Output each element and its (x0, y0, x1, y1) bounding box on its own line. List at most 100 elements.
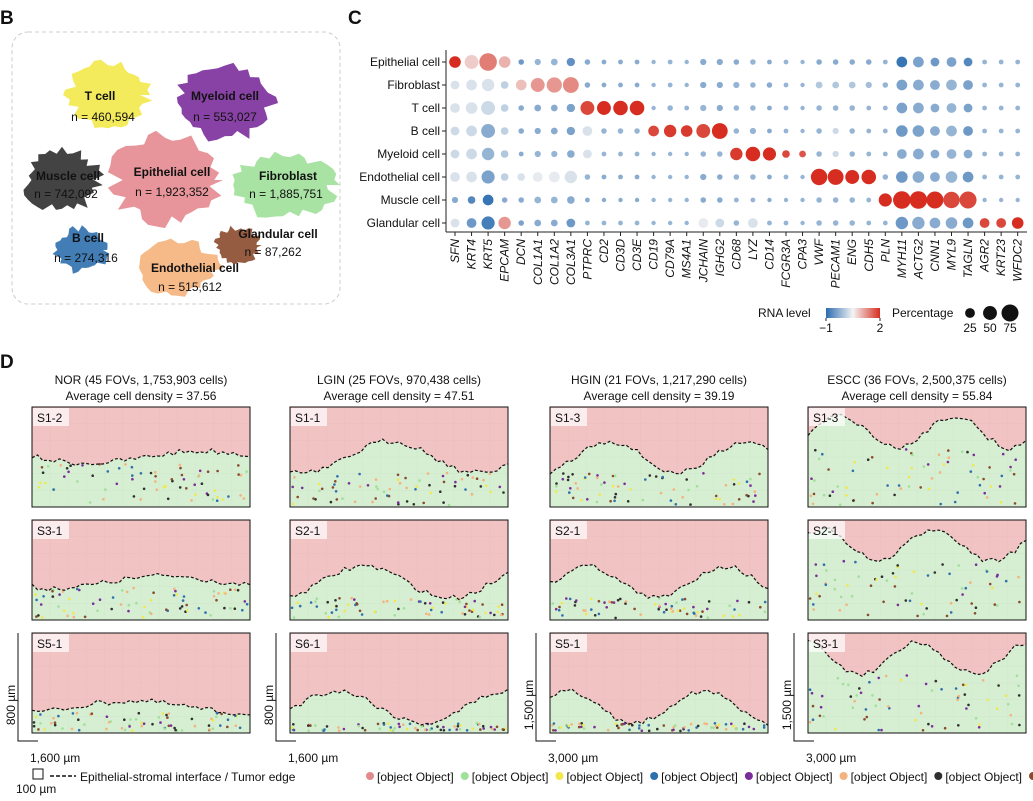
cell (241, 608, 244, 612)
cell (940, 688, 943, 691)
cell (53, 723, 57, 727)
cell (922, 465, 926, 468)
dot (982, 151, 988, 157)
cell (699, 615, 703, 618)
cell (845, 486, 848, 489)
cell (999, 501, 1003, 504)
cell (458, 727, 462, 731)
cell (613, 474, 617, 478)
cell (182, 478, 186, 481)
dot (584, 59, 591, 65)
cell (662, 610, 666, 614)
cell (590, 597, 593, 601)
group-title: NOR (45 FOVs, 1,753,903 cells) (55, 373, 228, 387)
cell (685, 478, 688, 481)
cell (376, 487, 380, 491)
sample-label-bg (33, 634, 69, 652)
legend-dot (460, 772, 469, 780)
dot (717, 174, 723, 180)
cell (685, 612, 689, 616)
cell (475, 477, 479, 481)
dot (584, 197, 590, 203)
gene-label: WFDC2 (1011, 239, 1025, 282)
cell (347, 603, 350, 607)
cell (35, 615, 38, 618)
cell (315, 605, 319, 608)
cell (478, 615, 482, 619)
gene-label: CD3D (614, 239, 628, 272)
gene-label: COL3A1 (564, 239, 578, 285)
legend-dot (555, 772, 564, 780)
gene-label: CD14 (762, 239, 776, 270)
cell (414, 726, 417, 730)
dot (700, 58, 707, 66)
cell (551, 602, 554, 605)
cell (334, 480, 337, 483)
dot (930, 103, 940, 113)
cell (991, 586, 994, 590)
cell (46, 465, 50, 468)
cell (996, 573, 999, 577)
cell (662, 724, 666, 727)
cell (478, 722, 481, 726)
cell (212, 590, 216, 593)
interface-edge (31, 698, 251, 716)
cell (471, 476, 475, 479)
dot (618, 59, 623, 65)
cell (397, 722, 401, 726)
cell (221, 498, 224, 501)
cell (946, 460, 950, 464)
cell (554, 729, 557, 732)
cell (68, 597, 71, 601)
dot (982, 105, 988, 111)
dot (882, 220, 888, 226)
cell (672, 488, 676, 491)
cell (896, 564, 899, 567)
gene-label: TAGLN (961, 239, 975, 278)
dot (667, 197, 673, 203)
cell (296, 495, 300, 499)
cell (337, 726, 340, 729)
dot (963, 126, 973, 136)
cell (551, 724, 554, 727)
tick-label: 25 (963, 321, 977, 335)
cell (811, 718, 815, 721)
dot (750, 105, 756, 111)
dot (832, 81, 840, 89)
interface-edge (31, 572, 251, 592)
sample-label-bg (809, 634, 845, 652)
dot (500, 150, 509, 158)
cell (641, 498, 645, 502)
cell (554, 607, 558, 611)
cell (969, 581, 972, 584)
v-scale-label: 800 µm (262, 685, 276, 725)
dot (517, 173, 526, 181)
cell (162, 486, 166, 489)
cell (376, 722, 380, 726)
cell (614, 492, 618, 496)
dot (816, 59, 822, 65)
panel-b-frame (11, 31, 341, 305)
cell (886, 466, 889, 470)
cell (37, 728, 40, 731)
cell (497, 605, 500, 609)
cell (920, 602, 923, 606)
cell (1014, 458, 1017, 462)
cell (706, 607, 709, 611)
dot (963, 103, 973, 113)
cell (974, 606, 978, 609)
dot (550, 127, 558, 135)
cell (464, 488, 467, 491)
cell (1017, 575, 1020, 579)
cell (481, 603, 484, 606)
row-label: T cell (412, 101, 440, 115)
cell (567, 724, 570, 728)
cell (580, 722, 583, 725)
cell (460, 477, 464, 481)
cell (982, 477, 985, 481)
cell (714, 724, 718, 728)
dot (618, 197, 623, 203)
stroma (808, 414, 1026, 507)
cell (366, 484, 370, 487)
cell (815, 592, 818, 596)
